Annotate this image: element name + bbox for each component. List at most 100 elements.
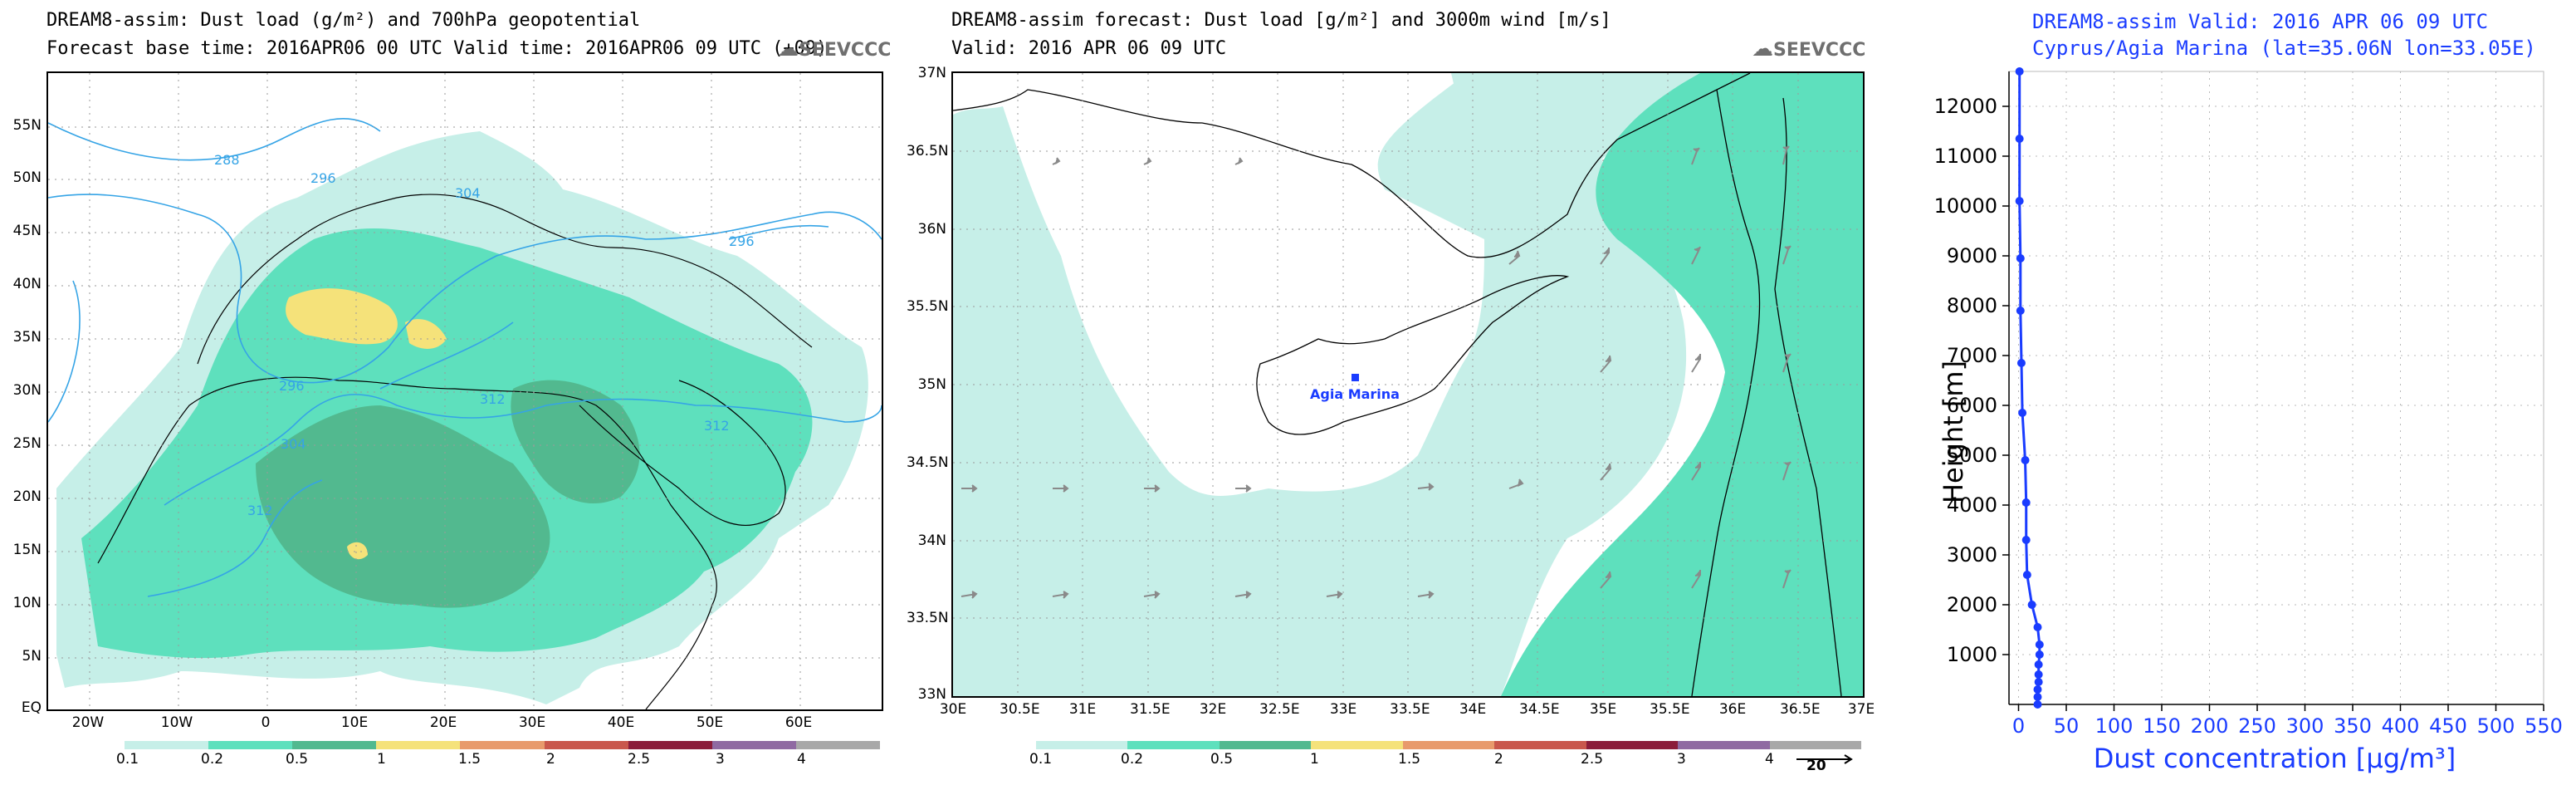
lat-label: 37N — [917, 65, 946, 81]
colorbar-label: 0.2 — [1121, 751, 1144, 768]
panel1-map-svg: 288 296 304 296 296 304 312 312 312 — [48, 73, 882, 709]
wind-arrow — [1417, 591, 1435, 599]
profile-point — [2034, 678, 2043, 686]
colorbar-label: 1 — [1310, 751, 1319, 768]
dust-mid-p2 — [1501, 73, 1863, 696]
wind-arrows-p2 — [961, 145, 1791, 599]
profile-point — [2016, 359, 2026, 367]
x-tick-label: 150 — [2143, 714, 2181, 738]
profile-point — [2021, 456, 2030, 464]
contour-line — [147, 479, 323, 597]
panel1-colorbar — [125, 741, 880, 749]
colorbar-label: 2 — [1494, 751, 1503, 768]
wind-arrow — [1143, 591, 1161, 599]
colorbar-label: 0.5 — [286, 751, 309, 768]
colorbar-segment — [1678, 741, 1770, 749]
contour-labels-p1: 288 296 304 296 296 304 312 312 312 — [214, 152, 755, 518]
y-tick-label: 2000 — [1947, 593, 1997, 616]
y-tick-label: 4000 — [1947, 493, 1997, 517]
profile-point — [2016, 254, 2025, 262]
wind-arrow — [1691, 246, 1701, 265]
lon-label: 10W — [160, 714, 193, 731]
lon-label: 30E — [939, 701, 967, 718]
coast-arabia — [579, 380, 786, 526]
wind-arrow — [1417, 483, 1435, 491]
wind-arrow — [1600, 463, 1612, 481]
lon-label: 34E — [1459, 701, 1487, 718]
lat-label: 34N — [917, 532, 946, 549]
lat-label: EQ — [21, 699, 42, 716]
lat-label: 35N — [12, 329, 42, 346]
profile-point — [2034, 660, 2043, 669]
cloud-icon: ☁ — [1752, 37, 1773, 61]
lat-label: 33N — [917, 686, 946, 703]
colorbar-segment — [1494, 741, 1586, 749]
profile-point — [2015, 135, 2024, 143]
lat-label: 36N — [917, 221, 946, 238]
lon-label: 20E — [429, 714, 457, 731]
x-ticks-p3: 0 50 100 150 200 250 300 350 400 450 500 550 — [2012, 704, 2563, 738]
lat-label: 35N — [917, 376, 946, 393]
lat-label: 45N — [12, 223, 42, 239]
lon-label: 30.5E — [1000, 701, 1040, 718]
wind-arrow — [1143, 157, 1152, 165]
panel3-subtitle: Cyprus/Agia Marina (lat=35.06N lon=33.05… — [2032, 37, 2536, 60]
colorbar-segment — [376, 741, 461, 749]
colorbar-segment — [544, 741, 628, 749]
wind-arrow — [1782, 245, 1791, 265]
profile-point — [2015, 197, 2024, 205]
coast-europe — [197, 194, 813, 365]
profile-point — [2033, 623, 2042, 631]
coast-africa — [97, 376, 717, 709]
wind-arrow — [1508, 250, 1521, 265]
wind-arrow — [1144, 484, 1161, 493]
wind-arrow — [1782, 145, 1790, 165]
lat-label: 33.5N — [907, 610, 949, 626]
contour-label: 312 — [247, 503, 273, 518]
x-tick-label: 350 — [2334, 714, 2372, 738]
profile-point — [2033, 700, 2042, 709]
colorbar-label: 2 — [546, 751, 555, 768]
contour-line — [728, 224, 829, 240]
colorbar-segment — [1769, 741, 1861, 749]
x-tick-label: 200 — [2191, 714, 2229, 738]
lat-label: 35.5N — [907, 298, 949, 315]
x-tick-label: 250 — [2238, 714, 2276, 738]
gridlines-p3 — [2009, 71, 2544, 704]
contour-label: 296 — [729, 233, 755, 249]
coast-cyprus — [1256, 275, 1570, 435]
y-tick-label: 7000 — [1947, 344, 1997, 367]
wind-arrow — [1235, 484, 1252, 493]
panel1-map: 288 296 304 296 296 304 312 312 312 — [46, 71, 883, 711]
colorbar-label: 0.1 — [1029, 751, 1053, 768]
coast-turkey — [953, 73, 1751, 258]
colorbar-label: 3 — [1677, 751, 1686, 768]
x-tick-label: 400 — [2382, 714, 2420, 738]
dust-very-high-p1 — [286, 288, 398, 345]
profile-point — [2015, 67, 2024, 76]
wind-arrow — [1234, 157, 1244, 165]
dust-high-p1b — [511, 380, 640, 504]
contour-line — [379, 321, 514, 390]
colorbar-segment — [208, 741, 293, 749]
profile-point — [2033, 685, 2042, 694]
colorbar-segment — [292, 741, 377, 749]
lon-label: 31.5E — [1130, 701, 1171, 718]
colorbar-label: 4 — [1765, 751, 1774, 768]
panel2-map-svg: Agia Marina — [953, 73, 1863, 696]
lat-label: 50N — [12, 169, 42, 186]
coast-levant — [1691, 89, 1761, 696]
colorbar-label: 0.1 — [116, 751, 139, 768]
panel2-subtitle: Valid: 2016 APR 06 09 UTC — [951, 38, 1227, 59]
contour-label: 312 — [480, 391, 506, 407]
wind-arrow — [1782, 569, 1791, 589]
border-east — [1774, 97, 1842, 696]
contour-label: 312 — [704, 418, 730, 434]
x-tick-label: 500 — [2477, 714, 2515, 738]
colorbar-segment — [1036, 741, 1128, 749]
wind-arrow — [1600, 571, 1612, 589]
panel1-logo: ☁SEEVCCC — [777, 37, 891, 61]
cloud-icon: ☁ — [777, 37, 799, 61]
profile-point — [2033, 693, 2042, 701]
panel3-title: DREAM8-assim Valid: 2016 APR 06 09 UTC — [2032, 10, 2489, 33]
